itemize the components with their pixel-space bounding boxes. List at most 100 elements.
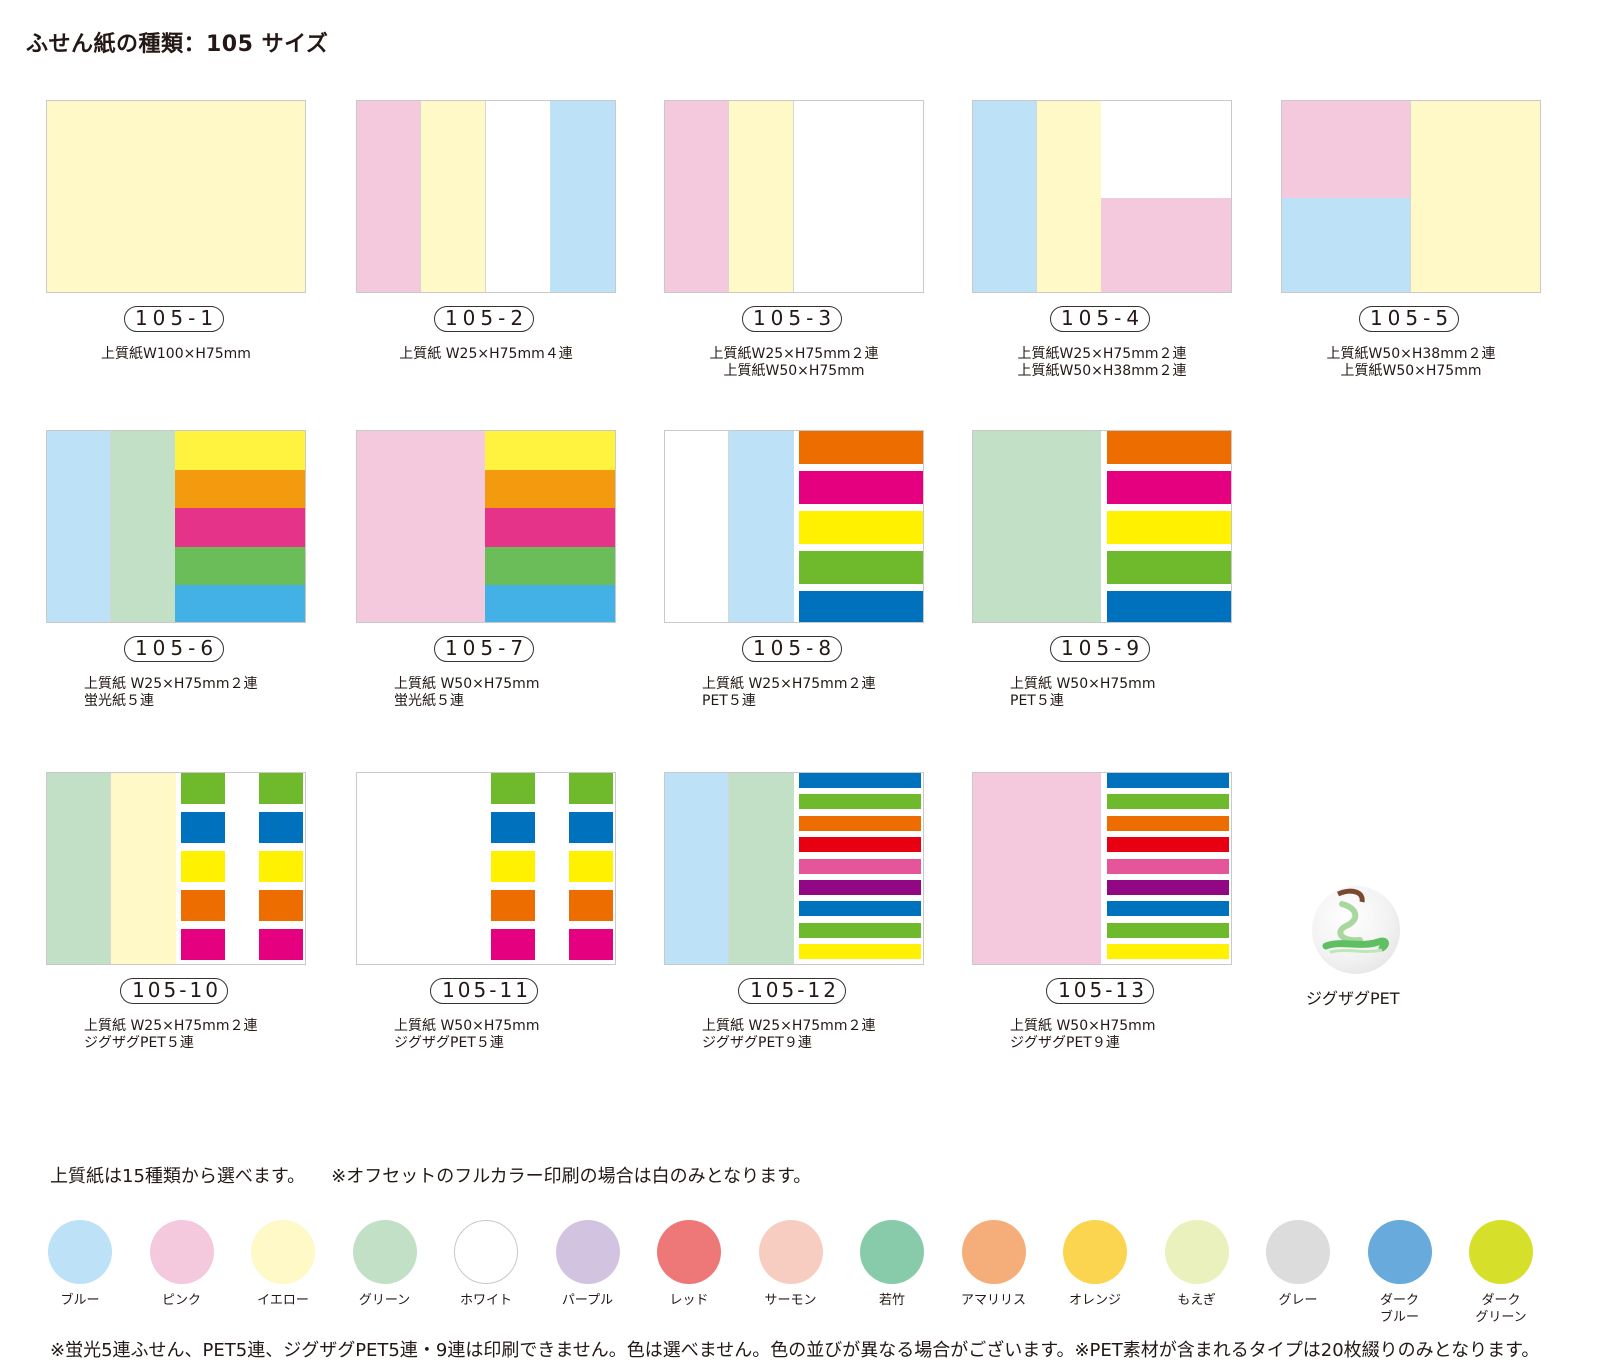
sticky-note-segment bbox=[799, 511, 923, 544]
color-swatch bbox=[758, 1220, 823, 1284]
sticky-note-segment bbox=[491, 773, 535, 804]
sticky-note-segment bbox=[47, 101, 305, 292]
product-spec-line: ジグザグPET９連 bbox=[1010, 1035, 1120, 1051]
product-spec-line: 上質紙W25×H75mm２連 bbox=[1017, 346, 1187, 362]
color-swatch bbox=[251, 1220, 315, 1284]
product-description: 上質紙W100×H75mm bbox=[46, 346, 306, 363]
sticky-note-segment bbox=[357, 101, 420, 292]
color-swatch bbox=[352, 1220, 417, 1284]
sticky-note-segment bbox=[569, 929, 613, 960]
color-name-line: ブルー bbox=[60, 1293, 100, 1308]
color-name-line: ブルー bbox=[1379, 1310, 1419, 1325]
product-thumbnail bbox=[664, 430, 924, 623]
color-swatch bbox=[1469, 1220, 1533, 1284]
product-code: 105-13 bbox=[1046, 978, 1154, 1004]
sticky-note-segment bbox=[181, 890, 225, 921]
sticky-note-segment bbox=[491, 890, 535, 921]
sticky-note-segment bbox=[799, 773, 921, 788]
sticky-note-segment bbox=[1107, 880, 1229, 895]
color-swatch-label: アマリリス bbox=[944, 1292, 1044, 1309]
sticky-note-segment bbox=[1107, 591, 1231, 622]
sticky-note-segment bbox=[799, 551, 923, 584]
product-spec-line: 上質紙 W25×H75mm２連 bbox=[84, 1018, 258, 1034]
product-code: 105-9 bbox=[1050, 636, 1150, 662]
zigzag-pet-label: ジグザグPET bbox=[1306, 989, 1400, 1008]
sticky-note-segment bbox=[485, 431, 615, 470]
color-swatch-label: もえぎ bbox=[1147, 1292, 1247, 1309]
sticky-note-segment bbox=[1107, 837, 1229, 853]
sticky-note-segment bbox=[569, 812, 613, 843]
sticky-note-segment bbox=[175, 431, 305, 470]
color-swatch-label: グレー bbox=[1248, 1292, 1348, 1309]
color-swatch-label: レッド bbox=[639, 1292, 739, 1309]
color-name-line: アマリリス bbox=[960, 1293, 1026, 1308]
paper-note-sub: ※オフセットのフルカラー印刷の場合は白のみとなります。 bbox=[331, 1166, 812, 1187]
product-code: 105-4 bbox=[1050, 306, 1150, 332]
sticky-note-segment bbox=[973, 101, 1036, 292]
sticky-note-segment bbox=[485, 585, 615, 622]
sticky-note-segment bbox=[485, 101, 551, 292]
color-swatch bbox=[48, 1220, 112, 1284]
sticky-note-segment bbox=[799, 591, 923, 622]
product-code: 105-1 bbox=[124, 306, 224, 332]
product-spec-line: 上質紙 W25×H75mm２連 bbox=[702, 676, 876, 692]
sticky-note-segment bbox=[259, 929, 303, 960]
color-swatch bbox=[1063, 1220, 1127, 1284]
sticky-note-segment bbox=[181, 929, 225, 960]
sticky-note-segment bbox=[728, 431, 794, 622]
color-swatch bbox=[454, 1220, 518, 1284]
color-swatch-label: オレンジ bbox=[1045, 1292, 1145, 1309]
product-code: 105-3 bbox=[742, 306, 842, 332]
color-name-line: ダーク bbox=[1481, 1293, 1521, 1308]
product-description: 上質紙 W25×H75mm２連 PET５連 bbox=[702, 676, 962, 710]
color-swatch bbox=[657, 1220, 721, 1284]
sticky-note-segment bbox=[1282, 101, 1410, 198]
sticky-note-segment bbox=[799, 794, 921, 810]
product-thumbnail bbox=[46, 430, 306, 623]
product-code: 105-7 bbox=[434, 636, 534, 662]
sticky-note-segment bbox=[569, 890, 613, 921]
color-name-line: オレンジ bbox=[1068, 1293, 1121, 1308]
sticky-note-segment bbox=[181, 851, 225, 882]
color-name-line: サーモン bbox=[764, 1293, 817, 1308]
product-thumbnail bbox=[356, 100, 616, 293]
color-name-line: レッド bbox=[669, 1293, 709, 1308]
color-swatch bbox=[860, 1220, 924, 1284]
sticky-note-segment bbox=[799, 944, 921, 960]
color-swatch bbox=[149, 1220, 214, 1284]
sticky-note-segment bbox=[1101, 198, 1231, 292]
product-description: 上質紙W50×H38mm２連 上質紙W50×H75mm bbox=[1281, 346, 1541, 380]
product-description: 上質紙 W25×H75mm２連 ジグザグPET５連 bbox=[84, 1018, 344, 1052]
bottom-note: ※蛍光5連ふせん、PET5連、ジグザグPET5連・9連は印刷できません。色は選べ… bbox=[50, 1340, 1540, 1361]
sticky-note-segment bbox=[47, 773, 110, 964]
product-spec-line: PET５連 bbox=[702, 693, 756, 709]
color-name-line: ピンク bbox=[161, 1293, 201, 1308]
sticky-note-segment bbox=[1107, 922, 1229, 938]
color-swatch bbox=[555, 1220, 620, 1284]
sticky-note-segment bbox=[357, 431, 485, 622]
sticky-note-segment bbox=[1101, 101, 1231, 198]
product-description: 上質紙 W50×H75mm ジグザグPET５連 bbox=[394, 1018, 654, 1052]
sticky-note-segment bbox=[47, 431, 110, 622]
product-spec-line: 上質紙 W25×H75mm４連 bbox=[399, 346, 573, 362]
product-spec-line: 上質紙 W50×H75mm bbox=[394, 1018, 540, 1034]
sticky-note-segment bbox=[357, 773, 485, 964]
sticky-note-segment bbox=[1282, 198, 1410, 292]
sticky-note-segment bbox=[793, 101, 923, 292]
product-thumbnail bbox=[972, 430, 1232, 623]
sticky-note-segment bbox=[491, 929, 535, 960]
color-swatch-label: ホワイト bbox=[436, 1292, 536, 1309]
sticky-note-segment bbox=[1107, 511, 1231, 544]
sticky-note-segment bbox=[799, 815, 921, 831]
sticky-note-segment bbox=[1107, 471, 1231, 504]
color-name-line: グリーン bbox=[358, 1293, 411, 1308]
sticky-note-segment bbox=[550, 101, 615, 292]
product-description: 上質紙 W50×H75mm 蛍光紙５連 bbox=[394, 676, 654, 710]
product-code: 105-5 bbox=[1359, 306, 1459, 332]
product-spec-line: 蛍光紙５連 bbox=[84, 693, 154, 709]
sticky-note-segment bbox=[1107, 773, 1229, 788]
sticky-note-segment bbox=[175, 546, 305, 586]
product-spec-line: 上質紙W50×H75mm bbox=[723, 363, 865, 379]
sticky-note-segment bbox=[259, 890, 303, 921]
product-thumbnail bbox=[664, 772, 924, 965]
